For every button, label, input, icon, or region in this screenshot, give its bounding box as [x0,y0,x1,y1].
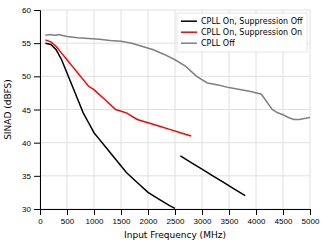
grid [40,10,310,209]
x-tick: 3000 [194,209,212,226]
x-tick-label: 500 [61,217,75,226]
y-tick-label: 30 [22,205,31,214]
legend-label: CPLL On, Suppression Off [201,17,303,26]
x-axis: 0 500 1000 1500 2000 2500 3000 3500 4000 4500 5000 [38,209,320,226]
y-tick-label: 35 [22,172,31,181]
y-tick: 30 [22,205,40,214]
x-tick: 3500 [221,209,239,226]
series-line [45,40,191,136]
legend-swatch [181,20,197,22]
x-tick: 5000 [302,209,320,226]
plot-area [45,35,310,209]
x-tick-label: 4500 [275,217,293,226]
y-grid-line [40,175,310,176]
x-tick: 4500 [275,209,293,226]
legend-item: CPLL On, Suppression On [181,28,302,37]
x-tick-label: 2000 [140,217,158,226]
x-tick-label: 3000 [194,217,212,226]
x-tick-mark [202,209,203,215]
x-tick-label: 5000 [302,217,320,226]
x-axis-line [41,210,311,216]
legend-swatch [181,42,197,44]
y-tick-label: 45 [22,106,31,115]
y-tick-mark [34,209,40,210]
x-tick-mark [94,209,95,215]
y-tick-mark [34,110,40,111]
x-tick-mark [148,209,149,215]
y-axis-line [34,11,41,210]
legend-box [177,13,307,52]
y-tick-label: 40 [22,139,31,148]
y-tick-label: 50 [22,72,31,81]
legend-label: CPLL On, Suppression On [201,28,302,37]
x-tick-mark [67,209,68,215]
y-grid-line [40,109,310,110]
x-tick: 1500 [113,209,131,226]
x-tick: 500 [61,209,75,226]
legend-label: CPLL Off [201,39,235,48]
x-tick-label: 1000 [86,217,104,226]
y-tick-mark [34,43,40,44]
x-tick-mark [121,209,122,215]
legend-item: CPLL On, Suppression Off [181,17,303,26]
x-tick: 2500 [167,209,185,226]
y-tick-label: 60 [22,6,31,15]
x-tick-mark [310,209,311,215]
y-tick: 45 [22,106,40,115]
y-tick-mark [34,76,40,77]
y-grid-line [40,142,310,143]
series-line [45,43,245,208]
y-axis-title: SINAD (dBFS) [3,79,13,140]
y-tick-label: 55 [22,39,31,48]
x-tick-mark [256,209,257,215]
x-tick: 1000 [86,209,104,226]
y-tick-mark [34,10,40,11]
y-axis: 30 35 40 45 50 55 60 [22,6,40,214]
legend-item: CPLL Off [181,39,235,48]
x-tick-mark [229,209,230,215]
x-tick-label: 1500 [113,217,131,226]
x-tick-label: 2500 [167,217,185,226]
x-tick: 4000 [248,209,266,226]
legend: CPLL On, Suppression Off CPLL On, Suppres… [177,13,307,52]
y-tick: 60 [22,6,40,15]
x-tick-mark [283,209,284,215]
chart: 0 500 1000 1500 2000 2500 3000 3500 4000 4500 5000… [0,0,322,243]
x-tick-label: 0 [38,217,43,226]
x-tick-label: 3500 [221,217,239,226]
x-tick-label: 4000 [248,217,266,226]
x-tick-mark [175,209,176,215]
y-tick: 50 [22,72,40,81]
y-tick: 40 [22,139,40,148]
y-tick-mark [34,176,40,177]
y-tick: 35 [22,172,40,181]
y-tick-mark [34,143,40,144]
y-tick: 55 [22,39,40,48]
x-tick: 0 [38,209,43,226]
x-tick: 2000 [140,209,158,226]
y-grid-line [40,10,310,11]
x-axis-title: Input Frequency (MHz) [124,230,226,240]
legend-swatch [181,31,197,33]
